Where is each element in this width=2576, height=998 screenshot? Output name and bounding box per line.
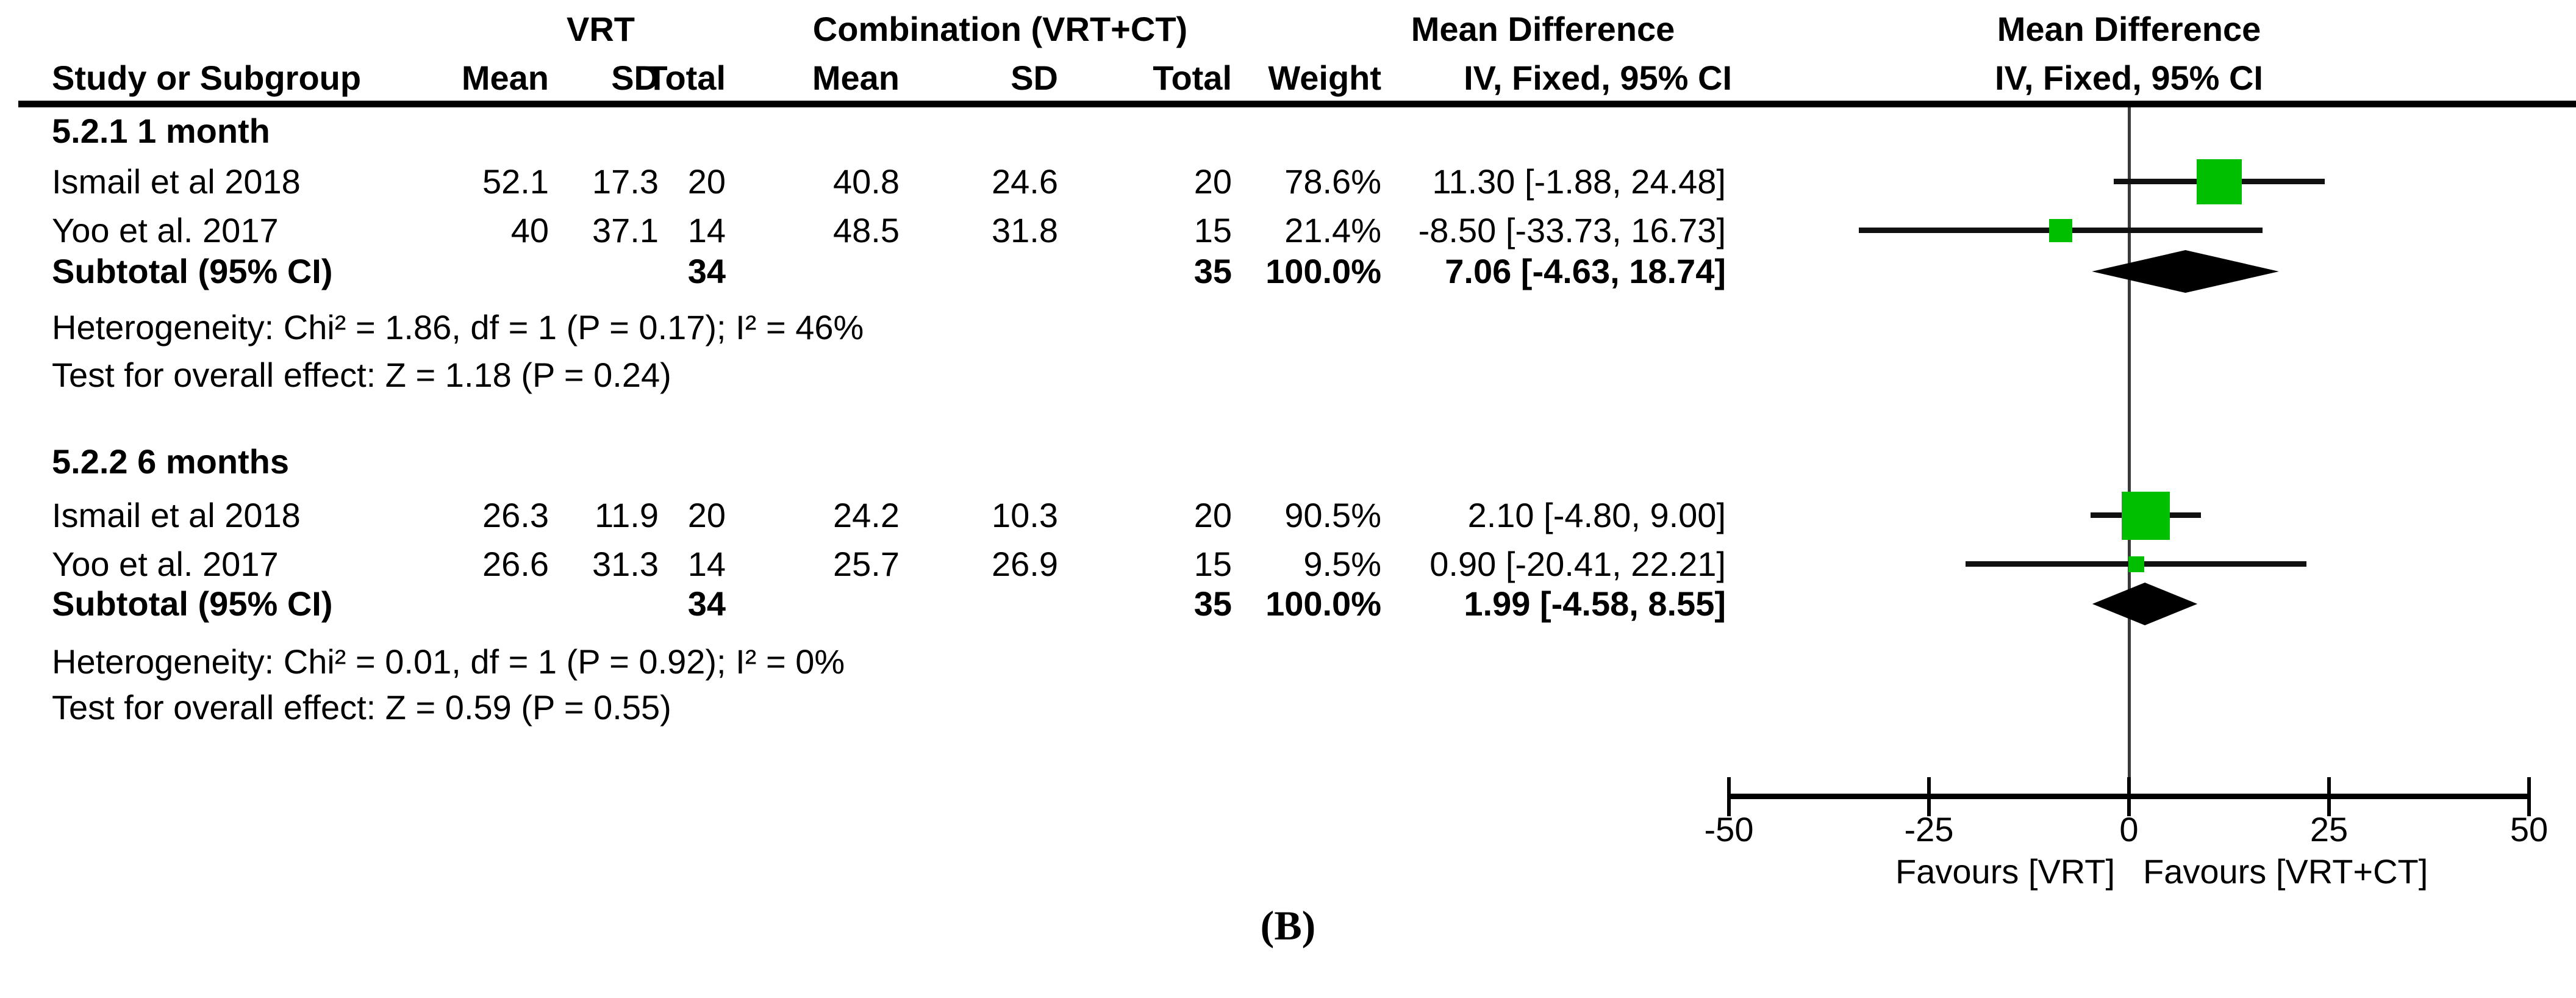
vrt-total: 20 — [687, 496, 726, 534]
overall-effect-text: Test for overall effect: Z = 1.18 (P = 0… — [52, 356, 671, 394]
column-header-sd-combo: SD — [1011, 59, 1058, 97]
column-header-mean-difference-text: Mean Difference — [1411, 10, 1675, 48]
overall-effect-note: Test for overall effect: Z = 1.18 (P = 0… — [0, 354, 2576, 397]
vrt-mean: 40 — [510, 211, 549, 250]
heterogeneity-note: Heterogeneity: Chi² = 1.86, df = 1 (P = … — [0, 306, 2576, 349]
combo-mean: 25.7 — [833, 545, 900, 583]
vrt-sd: 17.3 — [592, 162, 659, 201]
combo-total: 20 — [1193, 496, 1232, 534]
study-name: Ismail et al 2018 — [52, 162, 301, 201]
group-header-vrt: VRT — [567, 10, 635, 48]
axis-tick — [2127, 777, 2131, 816]
column-header-mean-combo: Mean — [812, 59, 900, 97]
favours-right-label: Favours [VRT+CT] — [2143, 852, 2428, 891]
combo-sd: 26.9 — [992, 545, 1058, 583]
md-ci-text: 1.99 [-4.58, 8.55] — [1464, 584, 1726, 623]
column-header-study: Study or Subgroup — [52, 59, 362, 97]
vrt-total: 14 — [687, 545, 726, 583]
combo-mean: 40.8 — [833, 162, 900, 201]
weight-value: 100.0% — [1265, 252, 1381, 290]
column-header-mean-difference-plot: Mean Difference — [1997, 10, 2261, 48]
vrt-total: 14 — [687, 211, 726, 250]
combo-mean: 24.2 — [833, 496, 900, 534]
study-row: Ismail et al 2018 26.3 11.9 20 24.2 10.3… — [0, 494, 2576, 537]
column-header-sd-vrt: SD — [611, 59, 659, 97]
md-ci-text: 11.30 [-1.88, 24.48] — [1432, 162, 1726, 201]
axis-tick — [2327, 777, 2331, 816]
axis-tick — [2527, 777, 2531, 816]
subtotal-row: Subtotal (95% CI) 34 35 100.0% 1.99 [-4.… — [0, 583, 2576, 625]
md-ci-text: 2.10 [-4.80, 9.00] — [1467, 496, 1726, 534]
subgroup-label: 5.2.2 6 months — [52, 442, 290, 481]
md-ci-text: 0.90 [-20.41, 22.21] — [1429, 545, 1726, 583]
combo-sd: 10.3 — [992, 496, 1058, 534]
vrt-total: 34 — [687, 252, 726, 290]
study-row: Yoo et al. 2017 40 37.1 14 48.5 31.8 15 … — [0, 209, 2576, 252]
heterogeneity-text: Heterogeneity: Chi² = 0.01, df = 1 (P = … — [52, 642, 845, 681]
axis-tick-label: 25 — [2309, 810, 2349, 849]
heterogeneity-text: Heterogeneity: Chi² = 1.86, df = 1 (P = … — [52, 308, 864, 346]
header-separator-line — [18, 101, 2576, 107]
vrt-sd: 37.1 — [592, 211, 659, 250]
axis-tick-label: 50 — [2510, 810, 2549, 849]
study-name: Yoo et al. 2017 — [52, 545, 279, 583]
axis-tick-label: -25 — [1904, 810, 1954, 849]
md-ci-text: 7.06 [-4.63, 18.74] — [1445, 252, 1726, 290]
overall-effect-text: Test for overall effect: Z = 0.59 (P = 0… — [52, 688, 671, 727]
column-header-weight: Weight — [1268, 59, 1381, 97]
column-header-ci-plot: IV, Fixed, 95% CI — [1995, 59, 2263, 97]
subgroup-header: 5.2.1 1 month — [0, 110, 2576, 153]
effect-size-square — [2049, 219, 2073, 242]
vrt-mean: 26.3 — [482, 496, 549, 534]
subgroup-label: 5.2.1 1 month — [52, 112, 270, 150]
vrt-mean: 26.6 — [482, 545, 549, 583]
weight-value: 78.6% — [1284, 162, 1381, 201]
column-header-ci-text: IV, Fixed, 95% CI — [1464, 59, 1732, 97]
axis-tick-label: 0 — [2119, 810, 2139, 849]
group-header-combination: Combination (VRT+CT) — [812, 10, 1188, 48]
figure-caption: (B) — [1260, 902, 1316, 949]
favours-left-label: Favours [VRT] — [1895, 852, 2115, 891]
combo-total: 15 — [1193, 545, 1232, 583]
column-header-mean-vrt: Mean — [461, 59, 549, 97]
md-ci-text: -8.50 [-33.73, 16.73] — [1418, 211, 1726, 250]
combo-total: 35 — [1193, 252, 1232, 290]
study-name: Ismail et al 2018 — [52, 496, 301, 534]
study-row: Ismail et al 2018 52.1 17.3 20 40.8 24.6… — [0, 160, 2576, 203]
combo-total: 20 — [1193, 162, 1232, 201]
study-name: Yoo et al. 2017 — [52, 211, 279, 250]
zero-reference-line — [2128, 107, 2131, 794]
combo-sd: 24.6 — [992, 162, 1058, 201]
combo-total: 15 — [1193, 211, 1232, 250]
vrt-sd: 11.9 — [595, 496, 659, 534]
effect-size-square — [2122, 491, 2170, 540]
weight-value: 21.4% — [1284, 211, 1381, 250]
vrt-total: 34 — [687, 584, 726, 623]
subtotal-row: Subtotal (95% CI) 34 35 100.0% 7.06 [-4.… — [0, 250, 2576, 293]
overall-effect-note: Test for overall effect: Z = 0.59 (P = 0… — [0, 686, 2576, 729]
effect-size-square — [2128, 556, 2144, 572]
column-header-total-vrt: Total — [646, 59, 726, 97]
vrt-total: 20 — [687, 162, 726, 201]
study-row: Yoo et al. 2017 26.6 31.3 14 25.7 26.9 1… — [0, 543, 2576, 586]
weight-value: 100.0% — [1265, 584, 1381, 623]
axis-tick-label: -50 — [1704, 810, 1754, 849]
axis-tick — [1727, 777, 1731, 816]
effect-size-square — [2197, 159, 2242, 204]
axis-tick — [1927, 777, 1931, 816]
combo-total: 35 — [1193, 584, 1232, 623]
subtotal-label: Subtotal (95% CI) — [52, 252, 333, 290]
combo-mean: 48.5 — [833, 211, 900, 250]
vrt-mean: 52.1 — [482, 162, 549, 201]
combo-sd: 31.8 — [992, 211, 1058, 250]
heterogeneity-note: Heterogeneity: Chi² = 0.01, df = 1 (P = … — [0, 641, 2576, 683]
column-header-total-combo: Total — [1153, 59, 1232, 97]
subgroup-header: 5.2.2 6 months — [0, 440, 2576, 483]
vrt-sd: 31.3 — [592, 545, 659, 583]
weight-value: 9.5% — [1303, 545, 1381, 583]
weight-value: 90.5% — [1284, 496, 1381, 534]
subtotal-label: Subtotal (95% CI) — [52, 584, 333, 623]
